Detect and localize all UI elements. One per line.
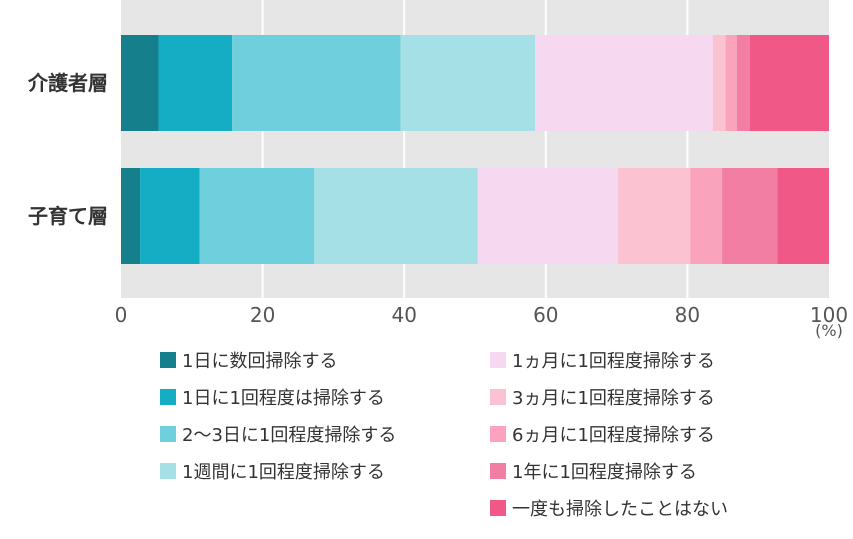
x-tick-label: 20 bbox=[250, 303, 275, 327]
legend-swatch bbox=[160, 389, 176, 405]
legend: 1日に数回掃除する 1日に1回程度は掃除する 2〜3日に1回程度掃除する 1週間に1回… bbox=[160, 340, 840, 535]
bars bbox=[121, 35, 829, 264]
legend-item: 1年に1回程度掃除する bbox=[490, 457, 697, 485]
legend-label: 1週間に1回程度掃除する bbox=[182, 462, 385, 483]
legend-swatch bbox=[160, 463, 176, 479]
bar-segment bbox=[199, 168, 315, 264]
bar-segment bbox=[618, 168, 691, 264]
bar-segment bbox=[722, 168, 778, 264]
legend-swatch bbox=[490, 352, 506, 368]
bar-segment bbox=[477, 168, 619, 264]
bar-segment bbox=[314, 168, 478, 264]
category-label: 子育て層 bbox=[28, 204, 108, 228]
x-tick-label: 80 bbox=[675, 303, 700, 327]
x-tick-label: 0 bbox=[115, 303, 128, 327]
legend-item: 6ヵ月に1回程度掃除する bbox=[490, 420, 715, 448]
legend-label: 一度も掃除したことはない bbox=[512, 499, 728, 520]
legend-item: 1日に数回掃除する bbox=[160, 346, 337, 374]
legend-label: 1日に数回掃除する bbox=[182, 351, 338, 372]
legend-swatch bbox=[160, 426, 176, 442]
bar-segment bbox=[736, 35, 750, 131]
unit-label: (%) bbox=[815, 321, 843, 340]
bar-segment bbox=[400, 35, 536, 131]
x-tick-labels: 0 20 40 60 80 100 bbox=[115, 303, 848, 327]
legend-swatch bbox=[490, 426, 506, 442]
x-tick-label: 100 bbox=[810, 303, 848, 327]
legend-item: 3ヵ月に1回程度掃除する bbox=[490, 383, 715, 411]
legend-item: 1週間に1回程度掃除する bbox=[160, 457, 385, 485]
legend-item: 2〜3日に1回程度掃除する bbox=[160, 420, 396, 448]
legend-label: 3ヵ月に1回程度掃除する bbox=[512, 388, 715, 409]
bar-segment bbox=[535, 35, 713, 131]
bar-segment bbox=[121, 168, 141, 264]
bar-segment bbox=[712, 35, 726, 131]
bar-segment bbox=[232, 35, 401, 131]
x-tick-label: 40 bbox=[391, 303, 416, 327]
bar-segment bbox=[140, 168, 200, 264]
legend-swatch bbox=[490, 500, 506, 516]
legend-swatch bbox=[490, 389, 506, 405]
bar-segment bbox=[725, 35, 737, 131]
legend-swatch bbox=[490, 463, 506, 479]
legend-item: 一度も掃除したことはない bbox=[490, 494, 728, 522]
x-tick-label: 60 bbox=[533, 303, 558, 327]
legend-swatch bbox=[160, 352, 176, 368]
legend-label: 2〜3日に1回程度掃除する bbox=[182, 425, 397, 446]
legend-label: 1年に1回程度掃除する bbox=[512, 462, 697, 483]
legend-label: 6ヵ月に1回程度掃除する bbox=[512, 425, 715, 446]
legend-label: 1日に1回程度は掃除する bbox=[182, 388, 385, 409]
legend-item: 1ヵ月に1回程度掃除する bbox=[490, 346, 715, 374]
bar-segment bbox=[749, 35, 829, 131]
bar-segment bbox=[121, 35, 159, 131]
bar-segment bbox=[158, 35, 233, 131]
bar-segment bbox=[777, 168, 829, 264]
category-label: 介護者層 bbox=[27, 71, 108, 95]
legend-label: 1ヵ月に1回程度掃除する bbox=[512, 351, 715, 372]
bar-segment bbox=[690, 168, 723, 264]
legend-item: 1日に1回程度は掃除する bbox=[160, 383, 385, 411]
